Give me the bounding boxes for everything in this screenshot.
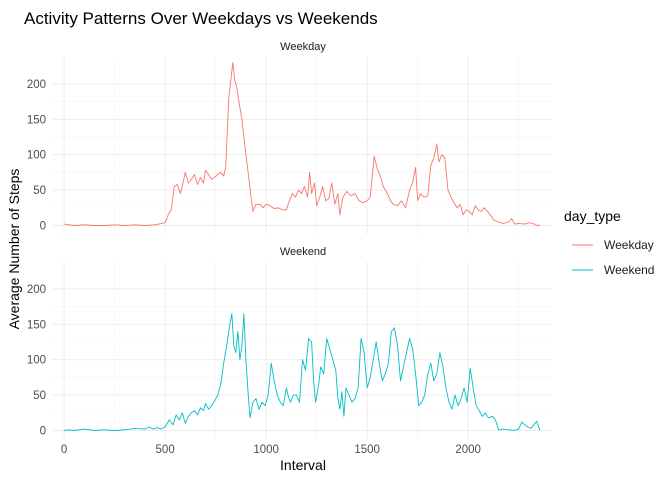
facet-label-weekday: Weekday (280, 41, 326, 53)
y-tick-label: 50 (33, 390, 46, 402)
y-tick-label: 150 (27, 114, 46, 126)
x-axis-title: Interval (280, 457, 326, 473)
legend-label-weekday: Weekday (604, 238, 654, 252)
x-tick-label: 0 (61, 444, 67, 456)
x-axis-ticks: 0 500 1000 1500 2000 (61, 444, 481, 456)
y-tick-label: 100 (27, 355, 46, 367)
legend-title: day_type (564, 208, 621, 224)
panel-weekday: 0 50 100 150 200 (27, 57, 552, 234)
facet-label-weekend: Weekend (280, 246, 326, 258)
y-tick-label: 200 (27, 284, 46, 296)
series-line-weekday (64, 62, 540, 226)
legend-label-weekend: Weekend (604, 263, 654, 277)
series-line-weekend (64, 313, 541, 431)
panel-weekend: 0 50 100 150 200 (27, 262, 552, 439)
y-tick-label: 0 (40, 426, 46, 438)
x-tick-label: 2000 (455, 444, 481, 456)
y-tick-label: 100 (27, 150, 46, 162)
y-axis-title: Average Number of Steps (6, 169, 22, 330)
legend: day_type Weekday Weekend (564, 208, 654, 277)
x-tick-label: 1500 (354, 444, 380, 456)
chart-title: Activity Patterns Over Weekdays vs Weeke… (24, 9, 378, 28)
x-tick-label: 500 (156, 444, 175, 456)
y-tick-label: 50 (33, 185, 46, 197)
y-tick-label: 150 (27, 319, 46, 331)
x-tick-label: 1000 (253, 444, 279, 456)
y-tick-label: 0 (40, 221, 46, 233)
y-tick-label: 200 (27, 79, 46, 91)
